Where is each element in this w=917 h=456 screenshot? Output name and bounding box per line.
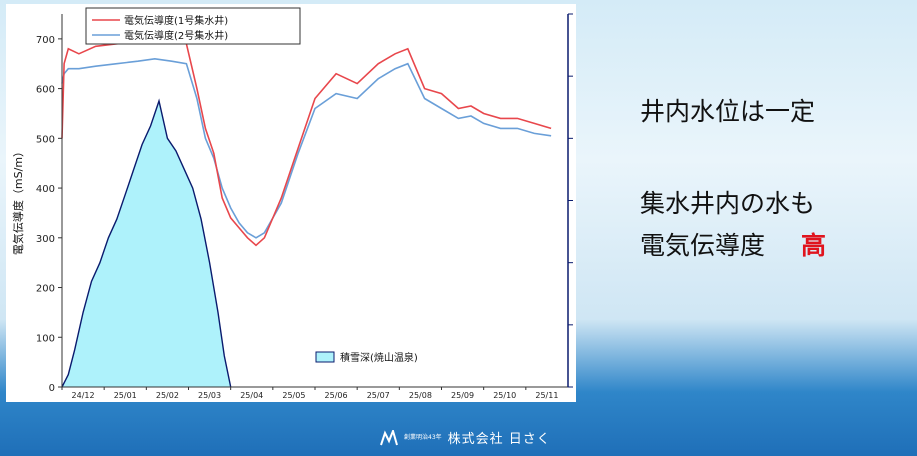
x-tick-label: 25/09 (451, 391, 474, 400)
company-name: 株式会社 日さく (447, 432, 551, 447)
y-tick-label-left: 700 (36, 35, 55, 46)
chart-panel: 0100200300400500600700010020030040050060… (6, 4, 617, 415)
y-tick-label-left: 500 (36, 134, 55, 145)
x-tick-label: 25/04 (240, 391, 263, 400)
y-tick-label-left: 300 (36, 234, 55, 245)
x-tick-label: 25/10 (493, 391, 516, 400)
chart: 0100200300400500600700010020030040050060… (11, 7, 617, 415)
x-tick-label: 25/08 (409, 391, 432, 400)
y-tick-label-left: 600 (36, 85, 55, 96)
x-tick-label: 25/03 (198, 391, 221, 400)
x-tick-label: 25/07 (367, 391, 390, 400)
x-tick-label: 25/11 (535, 391, 558, 400)
x-tick-label: 25/02 (156, 391, 179, 400)
side-text-line2: 集水井内の水も (640, 189, 816, 218)
legend2-label: 積雪深(焼山温泉) (340, 351, 418, 364)
side-text-line3-accent: 高 (800, 231, 826, 260)
x-tick-label: 25/05 (282, 391, 305, 400)
series-snow-depth-area (62, 101, 231, 387)
legend-label: 電気伝導度(2号集水井) (124, 29, 228, 42)
side-text-line3-prefix: 電気伝導度 (640, 231, 766, 260)
y-tick-label-left: 0 (49, 383, 55, 394)
x-tick-label: 25/06 (325, 391, 348, 400)
legend2-swatch (315, 351, 335, 363)
legend-label: 電気伝導度(1号集水井) (124, 14, 228, 27)
x-axis-title: 年月 (294, 401, 316, 402)
side-text-line1: 井内水位は一定 (640, 97, 816, 126)
y-tick-label-left: 400 (36, 184, 55, 195)
y-axis-title-left: 電気伝導度（mS/m） (11, 146, 25, 255)
series-snow-depth-line (61, 98, 232, 388)
company-logo-icon (380, 429, 398, 445)
company-logo: 創業明治43年 株式会社 日さく (380, 428, 551, 447)
y-tick-label-left: 200 (36, 284, 55, 295)
y-tick-label-left: 100 (36, 333, 55, 344)
x-tick-label: 25/01 (114, 391, 137, 400)
side-text-line3: 電気伝導度 高 (640, 226, 826, 262)
x-tick-label: 24/12 (72, 391, 95, 400)
legend-box (85, 7, 301, 45)
series-conductivity-2 (61, 57, 552, 239)
company-founded: 創業明治43年 (404, 434, 442, 441)
